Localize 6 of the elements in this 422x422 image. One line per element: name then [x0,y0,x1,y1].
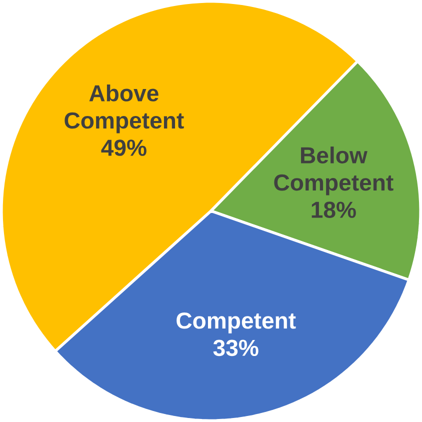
data-label: 18% [312,202,356,218]
data-label: 49% [101,140,146,156]
data-label: 33% [213,340,258,356]
slice-label: Below Competent [274,146,394,196]
slice-label: Competent [176,312,296,334]
slice-label: Above Competent [64,84,184,134]
